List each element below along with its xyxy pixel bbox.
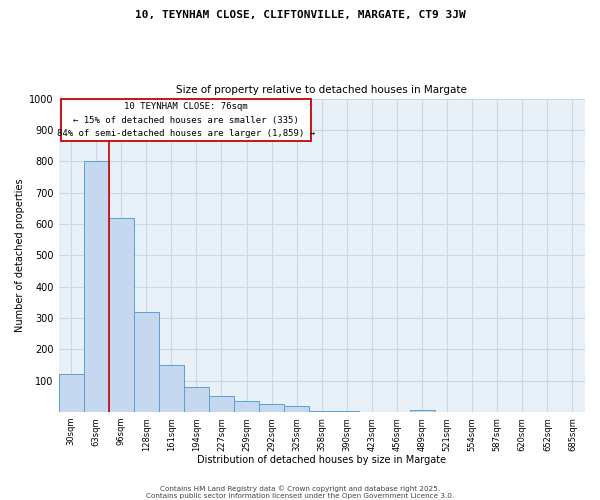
Bar xyxy=(59,374,83,412)
Bar xyxy=(309,410,334,412)
Bar xyxy=(83,162,109,412)
Bar xyxy=(184,387,209,412)
Text: 10 TEYNHAM CLOSE: 76sqm: 10 TEYNHAM CLOSE: 76sqm xyxy=(124,102,248,112)
Bar xyxy=(109,218,134,412)
Bar xyxy=(159,365,184,412)
Bar xyxy=(284,406,309,412)
X-axis label: Distribution of detached houses by size in Margate: Distribution of detached houses by size … xyxy=(197,455,446,465)
Text: 84% of semi-detached houses are larger (1,859) →: 84% of semi-detached houses are larger (… xyxy=(57,129,315,138)
Title: Size of property relative to detached houses in Margate: Size of property relative to detached ho… xyxy=(176,85,467,95)
Bar xyxy=(209,396,234,412)
Text: Contains HM Land Registry data © Crown copyright and database right 2025.: Contains HM Land Registry data © Crown c… xyxy=(160,486,440,492)
Bar xyxy=(134,312,159,412)
Text: 10, TEYNHAM CLOSE, CLIFTONVILLE, MARGATE, CT9 3JW: 10, TEYNHAM CLOSE, CLIFTONVILLE, MARGATE… xyxy=(134,10,466,20)
FancyBboxPatch shape xyxy=(61,98,311,141)
Text: ← 15% of detached houses are smaller (335): ← 15% of detached houses are smaller (33… xyxy=(73,116,299,124)
Text: Contains public sector information licensed under the Open Government Licence 3.: Contains public sector information licen… xyxy=(146,493,454,499)
Y-axis label: Number of detached properties: Number of detached properties xyxy=(15,178,25,332)
Bar xyxy=(410,410,434,412)
Bar xyxy=(259,404,284,412)
Bar xyxy=(234,401,259,412)
